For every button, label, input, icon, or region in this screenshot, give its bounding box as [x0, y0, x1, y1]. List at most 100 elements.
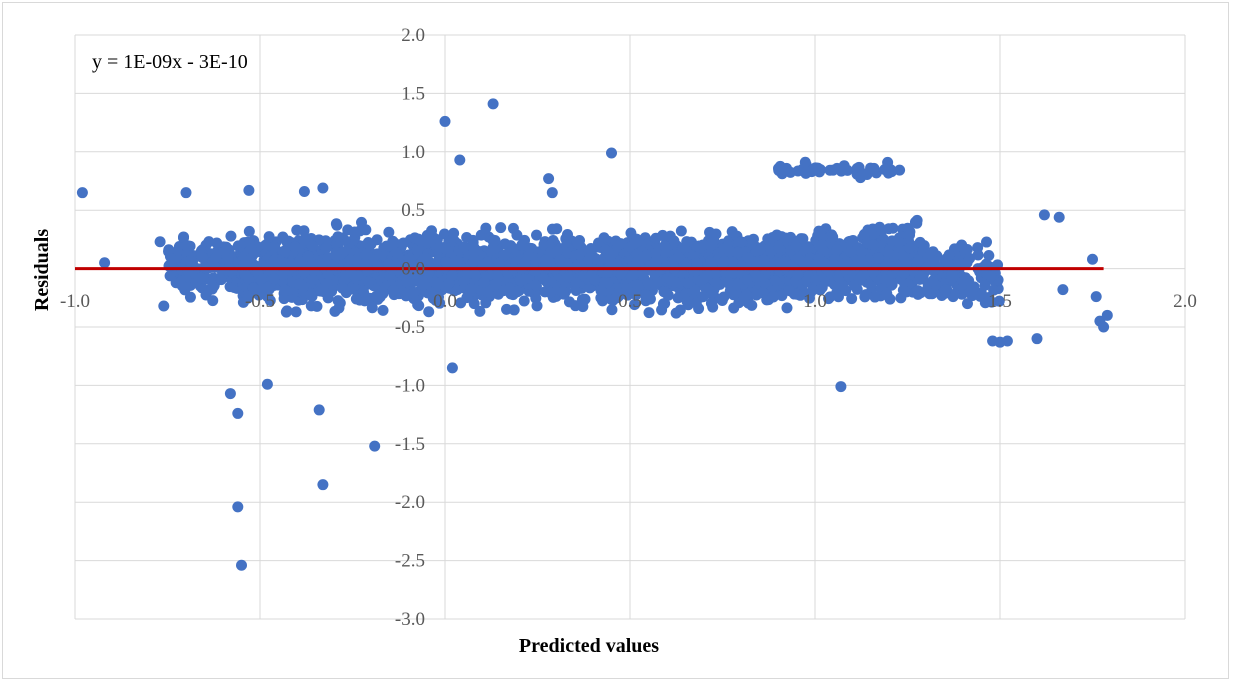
y-tick-label: 1.0 — [401, 142, 425, 163]
data-point — [781, 302, 793, 314]
data-point — [642, 276, 654, 288]
data-point — [898, 267, 910, 279]
data-point — [541, 276, 553, 288]
data-point — [985, 270, 997, 282]
data-point — [329, 305, 341, 317]
data-point — [313, 404, 325, 416]
data-point — [320, 242, 332, 254]
data-point — [912, 285, 924, 297]
data-point — [979, 279, 991, 291]
data-point — [305, 289, 317, 301]
data-point — [1101, 309, 1113, 321]
data-point — [261, 378, 273, 390]
data-point — [747, 233, 759, 245]
data-point — [886, 235, 898, 247]
trendline-equation: y = 1E-09x - 3E-10 — [92, 51, 248, 73]
data-point — [595, 285, 607, 297]
data-point — [1057, 284, 1069, 296]
data-point — [856, 253, 868, 265]
data-point — [154, 236, 166, 248]
y-tick-labels: 2.0 1.5 1.0 0.5 0.0 -0.5 -1.0 -1.5 -2.0 -2.5 -3.0 — [395, 25, 425, 630]
data-point — [914, 236, 926, 248]
y-tick-label: -0.5 — [395, 317, 425, 338]
data-point — [298, 186, 310, 198]
data-point — [99, 257, 111, 269]
y-tick-label: 2.0 — [401, 25, 425, 46]
data-point — [1090, 291, 1102, 303]
data-point — [1087, 253, 1098, 265]
data-point — [606, 304, 618, 316]
data-point — [531, 300, 543, 312]
data-point — [387, 284, 399, 296]
data-point — [961, 298, 973, 310]
y-tick-label: 0.5 — [401, 200, 425, 221]
data-point — [1001, 335, 1013, 347]
data-point — [589, 274, 601, 286]
data-point — [478, 276, 490, 288]
data-point — [256, 283, 268, 295]
data-point — [178, 231, 190, 243]
data-point — [294, 255, 306, 267]
x-tick-label: 0.0 — [433, 291, 457, 312]
data-point — [268, 273, 280, 285]
data-point — [972, 249, 984, 261]
data-point — [243, 184, 255, 196]
data-point — [332, 231, 344, 243]
gridlines — [74, 34, 1186, 620]
data-point — [927, 254, 939, 266]
data-point — [469, 268, 481, 280]
data-point — [243, 225, 255, 237]
data-point — [675, 225, 687, 237]
data-point — [610, 292, 622, 304]
data-point — [530, 279, 542, 291]
data-point — [196, 251, 208, 263]
data-point — [570, 277, 582, 289]
data-point — [914, 273, 926, 285]
x-tick-label: 1.0 — [803, 291, 827, 312]
data-point — [750, 256, 762, 268]
data-point — [298, 234, 310, 246]
data-point — [911, 214, 923, 226]
data-point — [584, 252, 596, 264]
data-point — [726, 256, 738, 268]
data-point — [181, 240, 193, 252]
data-point — [225, 230, 237, 242]
data-point — [957, 275, 969, 287]
data-point — [943, 249, 955, 261]
data-point — [974, 290, 986, 302]
data-point — [419, 252, 431, 264]
data-point — [814, 284, 826, 296]
data-point — [629, 299, 641, 311]
data-point — [281, 305, 293, 317]
data-point — [493, 257, 505, 269]
data-point — [665, 275, 677, 287]
y-tick-label: -2.5 — [395, 551, 425, 572]
data-point — [237, 296, 249, 308]
data-point — [845, 246, 857, 258]
data-point — [330, 218, 342, 230]
data-point — [302, 250, 314, 262]
data-point — [659, 240, 671, 252]
data-point — [598, 232, 610, 244]
data-point — [439, 115, 451, 127]
data-point — [427, 290, 439, 302]
data-point — [440, 243, 452, 255]
data-point — [773, 243, 785, 255]
data-point — [823, 293, 835, 305]
data-point — [350, 254, 362, 266]
data-point — [546, 223, 558, 235]
data-point — [812, 162, 824, 174]
data-point — [576, 293, 588, 305]
data-point — [461, 292, 473, 304]
data-point — [232, 407, 244, 419]
data-point — [710, 268, 722, 280]
data-point — [664, 230, 676, 242]
data-point — [629, 237, 641, 249]
data-point — [446, 362, 458, 374]
data-point — [637, 268, 649, 280]
data-point — [860, 289, 872, 301]
data-point — [208, 280, 220, 292]
data-point — [391, 247, 403, 259]
